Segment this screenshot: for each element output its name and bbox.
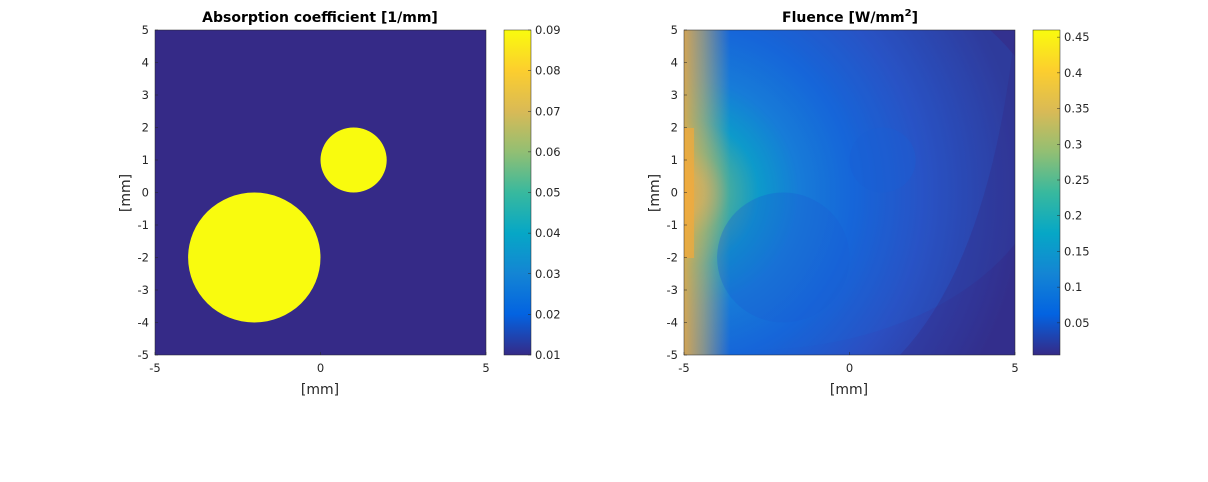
absorption-x-tick-label: -5: [149, 361, 160, 375]
fluence-colorbar-tick-label: 0.4: [1064, 66, 1082, 80]
fluence-colorbar-tick-label: 0.35: [1064, 102, 1090, 116]
absorption-y-tick-label: -4: [138, 316, 149, 330]
fluence-x-ticks: -5 0 5: [678, 352, 1019, 375]
fluence-xlabel: [mm]: [830, 382, 868, 398]
absorption-y-tick-label: 5: [142, 23, 149, 37]
absorption-inclusions: [188, 127, 387, 323]
fluence-y-tick-label: 1: [671, 153, 678, 167]
fluence-title: Fluence [W/mm2]: [782, 8, 918, 26]
absorption-y-tick-label: -5: [138, 348, 149, 362]
absorption-y-ticks: 5 4 3 2 1 0 -1 -2 -3 -4 -5: [138, 23, 158, 362]
absorption-colorbar-tick-label: 0.05: [535, 186, 561, 200]
absorption-colorbar-tick-label: 0.03: [535, 267, 561, 281]
fluence-colorbar-tick-label: 0.3: [1064, 137, 1082, 151]
fluence-colorbar-tick-label: 0.05: [1064, 316, 1090, 330]
fluence-title-superscript: 2: [905, 8, 912, 19]
fluence-y-tick-label: 2: [671, 121, 678, 135]
fluence-y-tick-label: 4: [671, 56, 678, 70]
absorption-colorbar-tick-label: 0.08: [535, 64, 561, 78]
fluence-y-tick-label: -4: [667, 316, 678, 330]
absorption-inclusion-1: [320, 127, 387, 193]
absorption-y-tick-label: -3: [138, 283, 149, 297]
fluence-y-tick-label: 5: [671, 23, 678, 37]
fluence-panel: Fluence [W/mm2] 5 4 3 2 1 0 -1 -2 -3 -4 -5 -5 0 5 [m…: [647, 8, 1090, 398]
absorption-xlabel: [mm]: [301, 382, 339, 398]
fluence-x-tick-label: 0: [846, 361, 853, 375]
fluence-ylabel: [mm]: [647, 174, 663, 212]
fluence-colorbar-tick-label: 0.45: [1064, 30, 1090, 44]
absorption-title: Absorption coefficient [1/mm]: [202, 10, 438, 26]
fluence-colorbar-tick-label: 0.15: [1064, 244, 1090, 258]
absorption-colorbar: [503, 29, 532, 356]
absorption-y-tick-label: -2: [138, 251, 149, 265]
absorption-colorbar-tick-label: 0.09: [535, 23, 561, 37]
absorption-panel: Absorption coefficient [1/mm] 5 4 3 2 1 0 -1 -2…: [118, 10, 561, 398]
fluence-x-tick-label: -5: [678, 361, 689, 375]
absorption-colorbar-tick-label: 0.07: [535, 104, 561, 118]
absorption-x-tick-label: 0: [317, 361, 324, 375]
fluence-inclusion-0: [717, 192, 850, 323]
fluence-inclusion-1: [849, 127, 916, 193]
fluence-colorbar: [1032, 29, 1061, 356]
fluence-y-tick-label: -2: [667, 251, 678, 265]
fluence-y-tick-label: -5: [667, 348, 678, 362]
absorption-ylabel: [mm]: [118, 174, 134, 212]
absorption-x-tick-label: 5: [482, 361, 489, 375]
absorption-y-tick-label: 3: [142, 88, 149, 102]
fluence-y-tick-label: -1: [667, 218, 678, 232]
fluence-y-ticks: 5 4 3 2 1 0 -1 -2 -3 -4 -5: [667, 23, 687, 362]
absorption-colorbar-tick-label: 0.04: [535, 226, 561, 240]
absorption-y-tick-label: 4: [142, 56, 149, 70]
fluence-y-tick-label: 0: [671, 186, 678, 200]
absorption-colorbar-tick-label: 0.02: [535, 307, 561, 321]
absorption-y-tick-label: -1: [138, 218, 149, 232]
fluence-colorbar-ticks: 0.45 0.4 0.35 0.3 0.25 0.2 0.15 0.1 0.05: [1057, 30, 1090, 330]
fluence-plot-area: [684, 30, 1015, 355]
fluence-y-tick-label: 3: [671, 88, 678, 102]
fluence-x-tick-label: 5: [1011, 361, 1018, 375]
absorption-y-tick-label: 0: [142, 186, 149, 200]
absorption-inclusion-0: [188, 192, 321, 323]
absorption-y-tick-label: 2: [142, 121, 149, 135]
fluence-y-tick-label: -3: [667, 283, 678, 297]
fluence-inclusions: [717, 127, 916, 323]
absorption-colorbar-tick-label: 0.06: [535, 145, 561, 159]
absorption-x-ticks: -5 0 5: [149, 352, 490, 375]
absorption-colorbar-tick-label: 0.01: [535, 348, 561, 362]
absorption-y-tick-label: 1: [142, 153, 149, 167]
fluence-colorbar-tick-label: 0.2: [1064, 209, 1082, 223]
fluence-colorbar-tick-label: 0.25: [1064, 173, 1090, 187]
absorption-colorbar-ticks: 0.09 0.08 0.07 0.06 0.05 0.04 0.03 0.02 0.01: [528, 23, 561, 362]
fluence-colorbar-tick-label: 0.1: [1064, 280, 1082, 294]
absorption-plot-area: [155, 30, 486, 355]
